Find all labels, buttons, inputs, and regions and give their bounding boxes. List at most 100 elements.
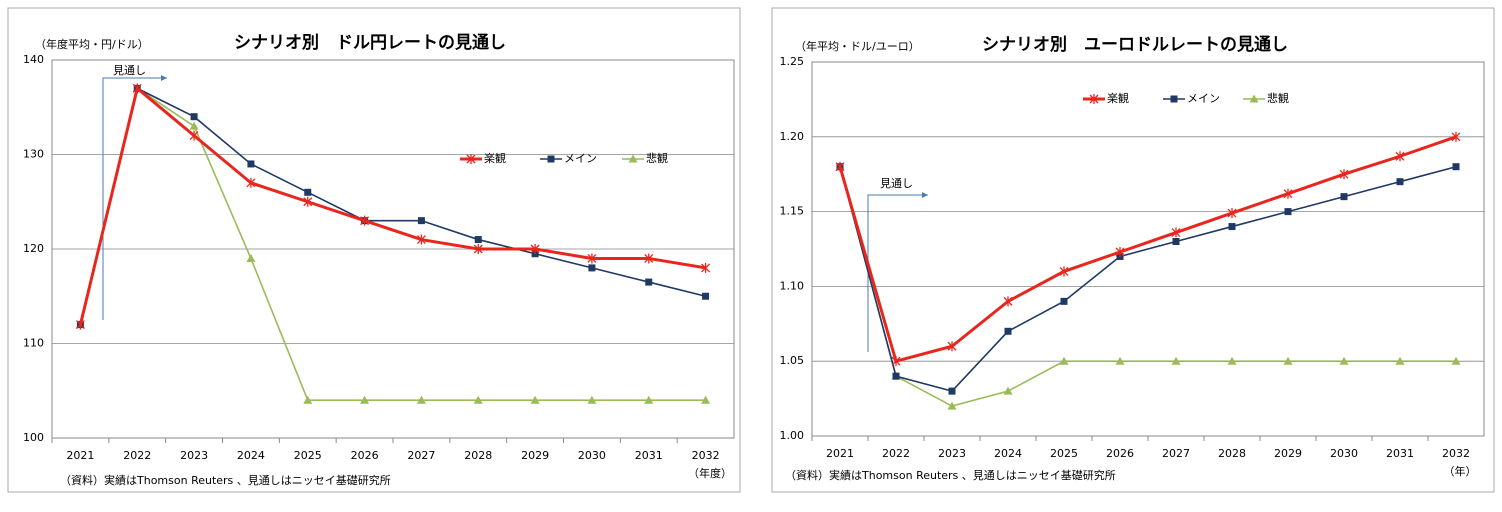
x-tick-label: 2031 bbox=[1386, 447, 1414, 460]
y-axis-label: （年度平均・円/ドル） bbox=[35, 37, 149, 51]
marker bbox=[360, 395, 370, 404]
series-line bbox=[839, 166, 1456, 407]
marker bbox=[947, 401, 957, 410]
marker bbox=[474, 236, 482, 244]
chart-title: シナリオ別 ユーロドルレートの見通し bbox=[982, 35, 1288, 55]
marker bbox=[1339, 169, 1349, 180]
marker bbox=[416, 395, 426, 404]
x-tick-label: 2027 bbox=[1162, 447, 1190, 460]
marker bbox=[246, 177, 256, 188]
y-axis-label: （年平均・ドル/ユーロ） bbox=[795, 39, 920, 53]
x-tick-label: 2030 bbox=[578, 449, 606, 462]
marker bbox=[417, 217, 425, 225]
annotation: 見通し bbox=[880, 177, 913, 190]
marker bbox=[1115, 246, 1125, 257]
marker bbox=[835, 161, 845, 172]
marker bbox=[1059, 356, 1069, 365]
marker bbox=[1396, 178, 1404, 186]
marker bbox=[303, 196, 313, 207]
marker bbox=[948, 387, 956, 395]
marker bbox=[1089, 94, 1099, 104]
marker bbox=[1452, 163, 1460, 171]
marker bbox=[644, 253, 654, 264]
legend-label: 楽観 bbox=[1107, 91, 1129, 105]
legend-label: メイン bbox=[1187, 92, 1220, 105]
x-tick-label: 2023 bbox=[938, 447, 966, 460]
x-tick-label: 2021 bbox=[826, 447, 854, 460]
marker bbox=[1227, 208, 1237, 219]
x-axis-label: （年度） bbox=[688, 466, 732, 480]
series-line bbox=[838, 135, 1457, 364]
y-tick-label: 1.25 bbox=[780, 55, 805, 68]
x-tick-label: 2029 bbox=[1274, 447, 1302, 460]
marker bbox=[587, 253, 597, 264]
y-tick-label: 1.05 bbox=[780, 354, 805, 367]
annotation-arrow bbox=[102, 77, 167, 320]
marker bbox=[892, 372, 900, 380]
x-tick-label: 2022 bbox=[882, 447, 910, 460]
marker bbox=[1227, 356, 1237, 365]
annotation: 見通し bbox=[113, 64, 146, 77]
marker bbox=[190, 113, 198, 121]
marker bbox=[701, 262, 711, 273]
marker bbox=[1228, 223, 1236, 231]
x-tick-label: 2025 bbox=[294, 449, 322, 462]
marker bbox=[530, 395, 540, 404]
series-line bbox=[79, 87, 706, 401]
marker bbox=[1115, 356, 1125, 365]
y-tick-label: 130 bbox=[23, 148, 44, 161]
series-line bbox=[839, 165, 1457, 393]
marker bbox=[891, 356, 901, 367]
series-line bbox=[79, 87, 706, 325]
marker bbox=[75, 319, 85, 330]
marker bbox=[247, 160, 255, 168]
x-tick-label: 2024 bbox=[994, 447, 1022, 460]
x-tick-label: 2030 bbox=[1330, 447, 1358, 460]
marker bbox=[466, 154, 476, 164]
x-tick-label: 2026 bbox=[351, 449, 379, 462]
marker bbox=[1170, 95, 1178, 103]
x-tick-label: 2021 bbox=[66, 449, 94, 462]
marker bbox=[1340, 193, 1348, 201]
marker bbox=[1172, 238, 1180, 246]
marker bbox=[644, 395, 654, 404]
marker bbox=[947, 341, 957, 352]
marker bbox=[587, 395, 597, 404]
marker bbox=[1171, 227, 1181, 238]
marker bbox=[1283, 188, 1293, 199]
marker bbox=[246, 253, 256, 262]
x-tick-label: 2027 bbox=[407, 449, 435, 462]
marker bbox=[588, 264, 596, 272]
marker bbox=[473, 244, 483, 254]
annotation-arrow bbox=[867, 194, 928, 352]
marker bbox=[416, 234, 426, 245]
y-tick-label: 110 bbox=[23, 337, 44, 350]
legend-label: 悲観 bbox=[646, 151, 668, 165]
y-tick-label: 100 bbox=[23, 431, 44, 444]
x-tick-label: 2029 bbox=[521, 449, 549, 462]
chart-title: シナリオ別 ドル円レートの見通し bbox=[234, 33, 506, 53]
y-tick-label: 1.10 bbox=[780, 279, 805, 292]
marker bbox=[628, 154, 638, 163]
marker bbox=[1003, 386, 1013, 395]
x-tick-label: 2031 bbox=[635, 449, 663, 462]
marker bbox=[304, 188, 312, 196]
annotation-arrowhead bbox=[922, 192, 928, 198]
marker bbox=[1060, 297, 1068, 305]
marker bbox=[1003, 296, 1013, 307]
legend-label: メイン bbox=[564, 152, 597, 165]
marker bbox=[1171, 356, 1181, 365]
x-axis-label: （年） bbox=[1444, 464, 1477, 478]
x-tick-label: 2023 bbox=[180, 449, 208, 462]
marker bbox=[473, 395, 483, 404]
legend-label: 悲観 bbox=[1267, 91, 1289, 105]
marker bbox=[547, 155, 555, 163]
marker bbox=[360, 215, 370, 226]
legend-label: 楽観 bbox=[484, 151, 506, 165]
marker bbox=[1451, 131, 1461, 142]
y-tick-label: 1.20 bbox=[780, 130, 805, 143]
chart-frame bbox=[7, 7, 741, 493]
x-tick-label: 2026 bbox=[1106, 447, 1134, 460]
marker bbox=[132, 83, 142, 94]
